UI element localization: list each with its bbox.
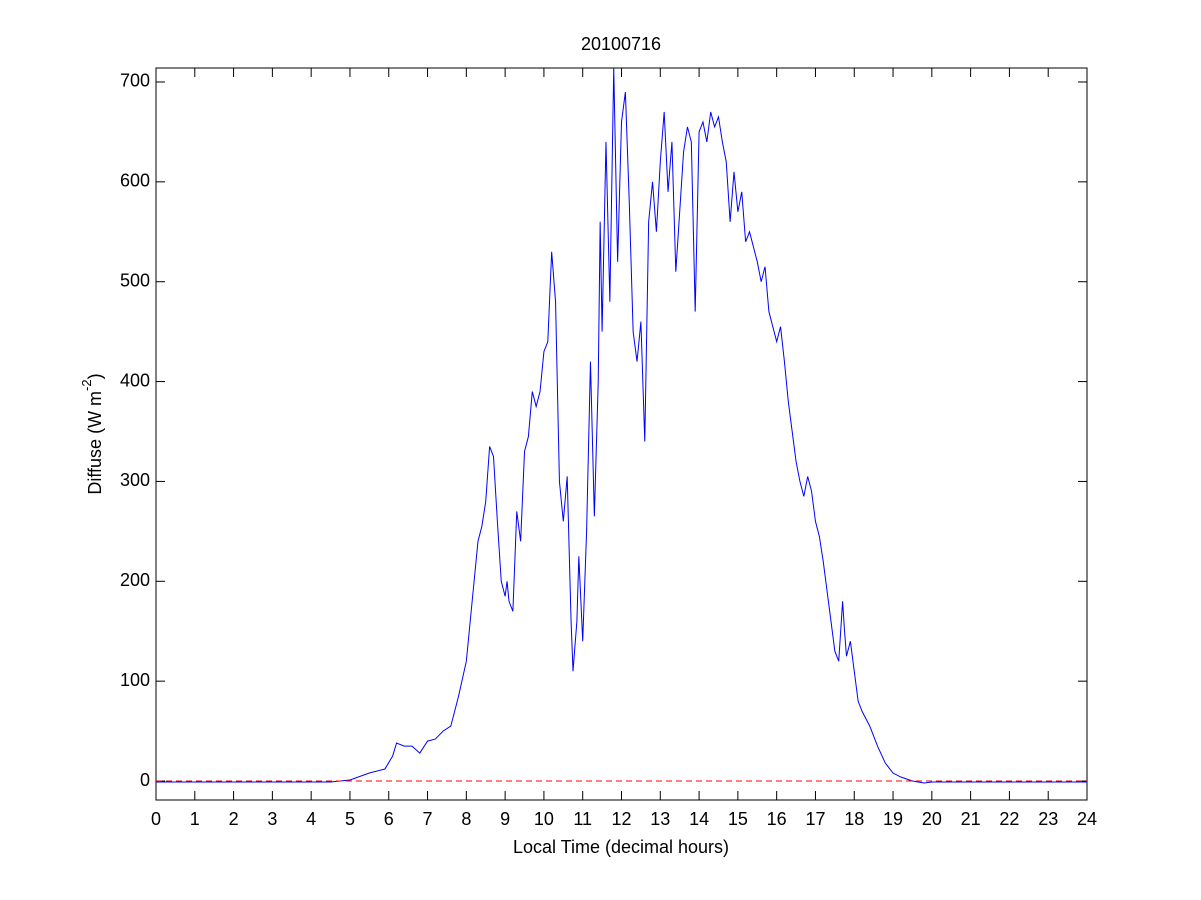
x-axis-label: Local Time (decimal hours) <box>513 837 729 857</box>
x-tick-label: 9 <box>500 809 510 829</box>
x-tick-label: 15 <box>728 809 748 829</box>
x-tick-label: 6 <box>384 809 394 829</box>
x-tick-label: 7 <box>423 809 433 829</box>
x-tick-label: 23 <box>1038 809 1058 829</box>
x-tick-label: 10 <box>534 809 554 829</box>
y-tick-label: 600 <box>120 171 150 191</box>
y-tick-label: 400 <box>120 370 150 390</box>
x-tick-label: 8 <box>461 809 471 829</box>
x-tick-label: 20 <box>922 809 942 829</box>
x-tick-label: 1 <box>190 809 200 829</box>
y-tick-label: 0 <box>140 770 150 790</box>
x-tick-label: 22 <box>999 809 1019 829</box>
y-tick-label: 700 <box>120 71 150 91</box>
y-axis-label-text: ) <box>85 373 105 379</box>
y-tick-label: 300 <box>120 470 150 490</box>
x-tick-label: 16 <box>767 809 787 829</box>
x-tick-label: 14 <box>689 809 709 829</box>
x-tick-label: 24 <box>1077 809 1097 829</box>
y-tick-label: 100 <box>120 670 150 690</box>
plot-area <box>155 67 1088 801</box>
x-tick-label: 3 <box>267 809 277 829</box>
x-tick-label: 2 <box>229 809 239 829</box>
y-tick-label: 500 <box>120 270 150 290</box>
x-tick-label: 18 <box>844 809 864 829</box>
x-tick-label: 19 <box>883 809 903 829</box>
x-tick-label: 17 <box>805 809 825 829</box>
y-tick-label: 200 <box>120 570 150 590</box>
x-tick-label: 11 <box>573 809 592 829</box>
x-tick-label: 13 <box>650 809 670 829</box>
x-tick-label: 21 <box>961 809 981 829</box>
y-axis-label: Diffuse (W m-2) <box>79 373 104 494</box>
data-line <box>156 67 1087 784</box>
x-tick-label: 5 <box>345 809 355 829</box>
x-tick-label: 0 <box>151 809 161 829</box>
y-axis-label-text: Diffuse (W m <box>85 391 105 495</box>
x-tick-label: 12 <box>611 809 631 829</box>
x-tick-label: 4 <box>306 809 316 829</box>
chart-title: 20100716 <box>581 34 661 54</box>
y-axis-label-superscript: -2 <box>79 379 94 391</box>
